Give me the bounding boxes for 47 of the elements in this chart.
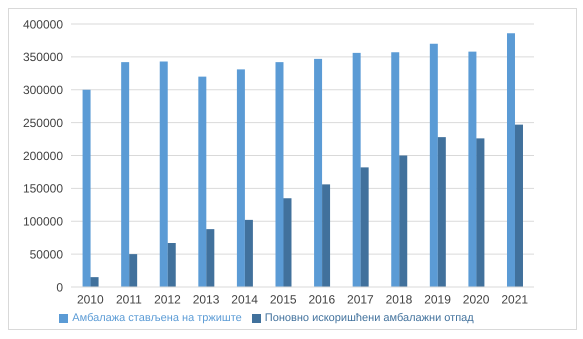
y-tick-label: 200000: [22, 148, 64, 163]
bar: [438, 137, 446, 287]
y-tick-label: 400000: [22, 17, 64, 32]
x-tick-label: 2019: [424, 292, 452, 307]
bar: [506, 33, 515, 287]
bar: [430, 44, 438, 287]
bar: [129, 254, 138, 287]
x-tick-label: 2014: [231, 292, 258, 307]
bar: [90, 277, 99, 287]
x-tick-label: 2010: [76, 292, 104, 307]
x-tick-label: 2011: [116, 292, 142, 307]
bar: [198, 76, 206, 287]
x-tick-label: 2013: [192, 292, 220, 307]
bar: [399, 156, 408, 287]
bar: [391, 52, 400, 287]
y-tick-label: 0: [56, 280, 64, 294]
x-tick-label: 2021: [501, 292, 528, 307]
bar: [352, 52, 361, 287]
bar: [168, 242, 176, 287]
bar: [283, 198, 292, 287]
bar: [476, 138, 484, 287]
x-tick-label: 2018: [386, 292, 413, 307]
bar: [514, 124, 523, 287]
bar: [82, 90, 91, 287]
legend-label: Поновно искоришћени амбалажни отпад: [264, 312, 474, 324]
bar: [160, 61, 168, 287]
x-tick-label: 2015: [270, 292, 297, 307]
legend-label: Амбалажа стављена на тржиште: [72, 312, 242, 324]
bar: [468, 52, 476, 287]
x-tick-label: 2017: [347, 292, 374, 307]
y-tick-label: 300000: [22, 83, 64, 98]
bar: [314, 58, 322, 287]
bar: [236, 69, 245, 287]
x-tick-label: 2016: [308, 292, 336, 307]
x-tick-label: 2020: [462, 292, 490, 307]
bar: [121, 62, 130, 287]
y-tick-label: 100000: [22, 214, 64, 229]
bar: [206, 229, 214, 287]
y-tick-label: 50000: [30, 247, 64, 262]
y-tick-label: 350000: [22, 50, 64, 64]
y-tick-label: 150000: [22, 182, 64, 196]
x-tick-label: 2012: [154, 292, 182, 307]
bar: [244, 220, 253, 287]
bar: [322, 184, 330, 287]
bar: [360, 167, 369, 287]
bar: [275, 62, 284, 287]
y-tick-label: 250000: [22, 116, 64, 130]
